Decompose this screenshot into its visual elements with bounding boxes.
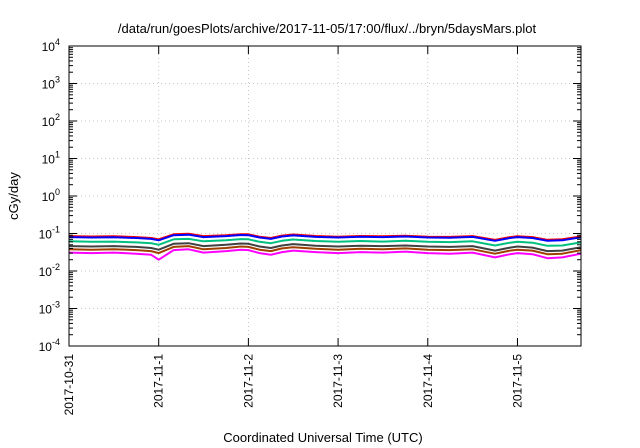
series-line-2 (68, 233, 582, 242)
y-tick-label: 10-4 (39, 337, 60, 354)
y-tick-label: 103 (42, 75, 60, 92)
x-axis-label: Coordinated Universal Time (UTC) (223, 430, 422, 445)
series-line-6 (68, 248, 582, 261)
x-tick-label: 2017-11-4 (421, 354, 435, 408)
chart-title: /data/run/goesPlots/archive/2017-11-05/1… (118, 21, 537, 36)
y-axis: 10-4 10-3 10-2 10-1 100 101 102 103 104 (39, 37, 581, 354)
y-tick-label: 104 (42, 37, 60, 54)
y-tick-label: 10-1 (39, 225, 60, 242)
grid (69, 46, 581, 346)
y-tick-label: 10-2 (39, 262, 60, 279)
x-tick-label: 2017-11-1 (152, 354, 166, 408)
y-axis-label: cGy/day (6, 172, 21, 220)
series-line-3 (68, 237, 582, 247)
y-tick-label: 102 (42, 112, 60, 129)
x-tick-label: 2017-11-3 (331, 354, 345, 408)
series-line-4 (68, 242, 582, 253)
y-tick-label: 101 (42, 150, 60, 167)
y-tick-label: 100 (42, 187, 60, 204)
y-tick-label: 10-3 (39, 300, 60, 317)
x-axis: 2017-10-31 2017-11-1 2017-11-2 2017-11-3 201… (62, 46, 524, 415)
x-tick-label: 2017-10-31 (62, 354, 76, 416)
x-tick-label: 2017-11-5 (510, 354, 524, 408)
series-line-5 (68, 245, 582, 256)
series-group (68, 232, 582, 261)
x-tick-label: 2017-11-2 (241, 354, 255, 408)
